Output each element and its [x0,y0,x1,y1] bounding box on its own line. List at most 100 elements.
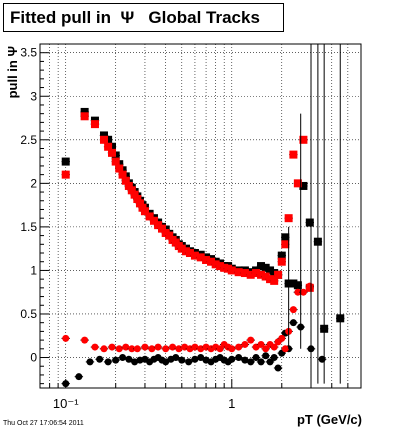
data-point-square [277,251,286,260]
data-point-square [227,266,236,275]
data-point-circle [148,345,156,353]
x-tick-label: 1 [228,396,235,411]
data-point-circle [62,380,70,388]
data-point-square [130,190,139,199]
data-point-circle [270,354,278,362]
data-point-square [80,107,89,116]
data-point-square [99,135,108,144]
data-point-circle [278,334,286,342]
data-point-circle [62,334,70,342]
data-point-circle [154,343,162,351]
data-point-square [158,224,167,233]
y-tick-label: 1.5 [20,220,37,234]
data-point-circle [162,345,170,353]
data-point-square [305,218,314,227]
data-point-circle [274,364,282,372]
data-point-circle [241,340,249,348]
data-point-circle [122,343,130,351]
data-point-square [108,148,117,157]
data-point-circle [270,343,278,351]
data-point-square [99,131,108,140]
data-point-circle [81,336,89,344]
y-tick-label: 2.5 [20,133,37,147]
data-point-square [127,186,136,195]
data-point-square [118,170,127,179]
data-point-square [135,199,144,208]
data-point-circle [96,355,104,363]
data-point-circle [228,345,236,353]
data-point-square [284,214,293,223]
data-point-square [165,231,174,240]
data-point-square [246,270,255,279]
data-point-square [190,251,199,260]
data-point-square [177,244,186,253]
data-point-circle [75,373,83,381]
data-point-circle [141,343,149,351]
data-point-circle [247,358,255,366]
y-tick-label: 0 [30,351,37,365]
data-point-square [61,170,70,179]
x-tick-label: 10⁻¹ [53,396,79,411]
data-point-square [149,216,158,225]
y-tick-label: 0.5 [20,307,37,321]
chart-title: Fitted pull in Ψ Global Tracks [10,8,260,27]
data-point-circle [115,345,123,353]
data-point-square [61,157,70,166]
data-point-circle [100,345,108,353]
data-point-square [277,257,286,266]
data-point-square [104,142,113,151]
data-point-circle [133,345,141,353]
data-point-circle [281,345,289,353]
data-point-circle [235,343,243,351]
data-point-square [80,112,89,121]
data-point-square [261,272,270,281]
data-point-square [111,157,120,166]
data-point-circle [262,345,270,353]
plot-frame [39,43,362,389]
data-point-square [145,212,154,221]
data-point-square [299,135,308,144]
data-point-circle [119,354,127,362]
data-point-circle [108,343,116,351]
data-point-square [289,279,298,288]
axis-ticks: 0 0.5 1 1.5 2 2.5 3 3.5 10⁻¹ 1 [20,46,362,411]
data-point-square [270,276,279,285]
x-axis-label: pT (GeV/c) [297,412,362,427]
data-point-circle [235,354,243,362]
data-point-square [216,262,225,271]
data-point-circle [247,336,255,344]
data-point-circle [266,358,274,366]
timestamp: Thu Oct 27 17:06:54 2011 [3,420,84,427]
data-point-square [133,195,142,204]
data-point-circle [294,288,302,296]
data-point-circle [86,358,94,366]
data-point-square [207,257,216,266]
data-point-square [124,181,133,190]
data-point-square [281,233,290,242]
grid-lines [39,44,362,388]
data-point-square [261,263,270,272]
chart-title-box: Fitted pull in Ψ Global Tracks [3,3,284,32]
data-point-circle [197,354,205,362]
data-point-circle [289,319,297,327]
data-point-square [196,253,205,262]
data-point-circle [172,354,180,362]
data-point-circle [262,352,270,360]
data-point-square [293,281,302,290]
data-marks [61,44,345,388]
data-point-square [274,270,283,279]
data-point-circle [289,306,297,314]
data-point-square [211,260,220,269]
data-point-circle [128,345,136,353]
y-tick-label: 3 [30,89,37,103]
data-point-square [257,270,266,279]
data-point-circle [162,358,170,366]
data-point-square [202,255,211,264]
data-point-circle [125,355,133,363]
data-point-square [266,266,275,275]
data-point-circle [257,340,265,348]
data-point-square [257,262,266,271]
data-point-circle [169,343,177,351]
data-point-square [281,240,290,249]
